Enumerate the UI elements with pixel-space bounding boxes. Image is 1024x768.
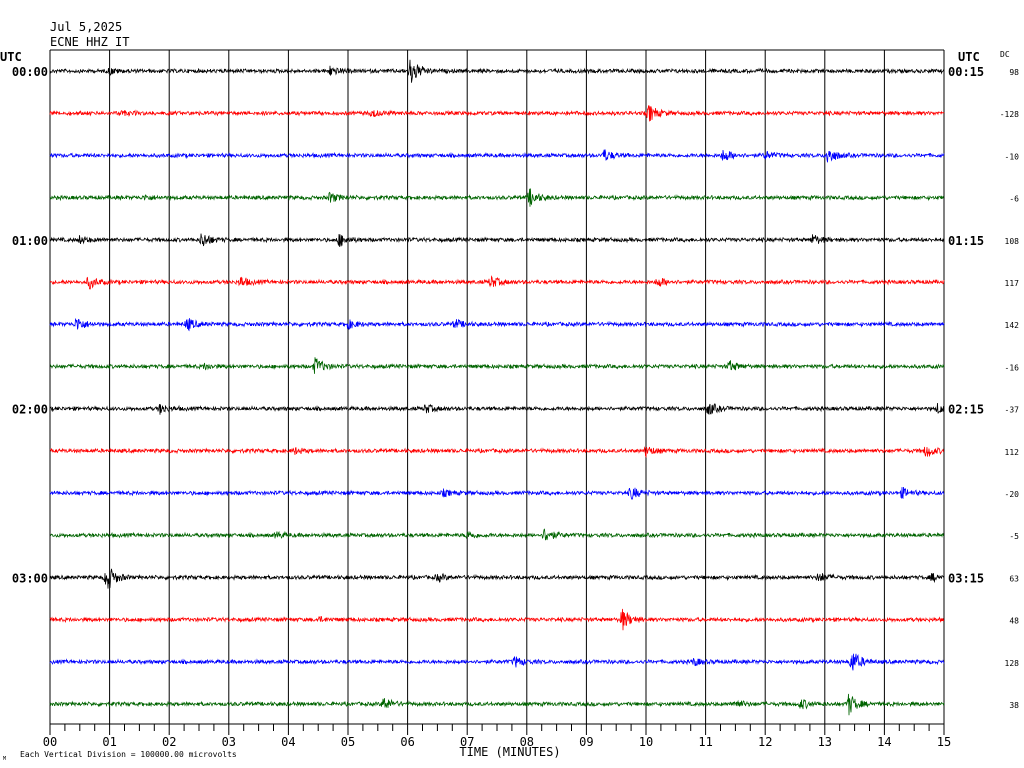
row-dc-offset: 128: [1005, 659, 1020, 668]
seismic-trace: [49, 446, 945, 459]
seismic-trace: [49, 188, 945, 207]
x-tick-label: 08: [520, 735, 534, 749]
row-dc-offset: 48: [1009, 617, 1019, 626]
x-axis-title: TIME (MINUTES): [459, 745, 560, 759]
x-tick-label: 11: [698, 735, 712, 749]
seismic-trace: [49, 528, 945, 541]
seismic-trace: [49, 233, 945, 247]
row-end-time: 03:15: [948, 571, 984, 585]
seismic-trace: [49, 693, 945, 716]
x-tick-label: 04: [281, 735, 295, 749]
x-tick-label: 14: [877, 735, 891, 749]
row-dc-offset: -16: [1005, 363, 1020, 372]
x-tick-label: 12: [758, 735, 772, 749]
row-dc-offset: 63: [1009, 574, 1019, 583]
x-tick-label: 00: [43, 735, 57, 749]
x-tick-label: 02: [162, 735, 176, 749]
time-grid: [49, 49, 945, 725]
seismic-trace: [49, 568, 945, 589]
utc-right-label: UTC: [958, 50, 980, 64]
corner-mark: M: [3, 756, 6, 762]
seismic-trace: [49, 105, 945, 122]
seismic-trace: [49, 608, 945, 631]
seismic-trace: [49, 59, 945, 83]
seismic-trace: [49, 149, 945, 163]
row-dc-offset: 142: [1005, 321, 1020, 330]
row-dc-offset: -5: [1009, 532, 1019, 541]
row-dc-offset: -37: [1005, 406, 1020, 415]
trace-rows: [49, 59, 945, 716]
row-start-time: 00:00: [12, 65, 48, 79]
x-tick-label: 15: [937, 735, 951, 749]
row-dc-offset: -128: [1000, 110, 1019, 119]
scale-note: Each Vertical Division = 100000.00 micro…: [20, 750, 237, 759]
time-axis: 00 01 02 03 04 05 06 07 08 09 10 11 12 13 14 15: [43, 724, 951, 749]
row-dc-offset: -20: [1005, 490, 1020, 499]
x-tick-label: 09: [579, 735, 593, 749]
seismic-trace: [49, 653, 945, 671]
row-dc-offset: 117: [1005, 279, 1020, 288]
seismic-trace: [49, 486, 945, 500]
x-tick-label: 07: [460, 735, 474, 749]
row-dc-offset: 38: [1009, 701, 1019, 710]
row-dc-offset: 112: [1005, 448, 1020, 457]
seismic-trace: [49, 317, 945, 332]
seismic-trace: [49, 275, 945, 290]
row-end-time: 00:15: [948, 65, 984, 79]
row-end-time: 02:15: [948, 403, 984, 417]
x-tick-label: 03: [222, 735, 236, 749]
row-labels: 00:00 00:15 98 -128 -10 -6 01:00 01:15 108 117 142…: [12, 65, 1019, 710]
row-dc-offset: -10: [1005, 152, 1020, 161]
x-tick-label: 10: [639, 735, 653, 749]
x-tick-label: 06: [400, 735, 414, 749]
date-label: Jul 5,2025: [50, 20, 122, 34]
row-start-time: 03:00: [12, 571, 48, 585]
x-tick-label: 05: [341, 735, 355, 749]
row-end-time: 01:15: [948, 234, 984, 248]
dc-header-label: DC: [1000, 50, 1010, 59]
seismic-trace: [49, 357, 945, 374]
row-start-time: 01:00: [12, 234, 48, 248]
x-tick-label: 01: [102, 735, 116, 749]
row-dc-offset: -6: [1009, 195, 1019, 204]
station-label: ECNE HHZ IT: [50, 35, 129, 49]
seismic-trace: [50, 402, 945, 415]
row-dc-offset: 98: [1009, 68, 1019, 77]
row-start-time: 02:00: [12, 403, 48, 417]
row-dc-offset: 108: [1005, 237, 1020, 246]
utc-left-label: UTC: [0, 50, 22, 64]
x-tick-label: 13: [818, 735, 832, 749]
